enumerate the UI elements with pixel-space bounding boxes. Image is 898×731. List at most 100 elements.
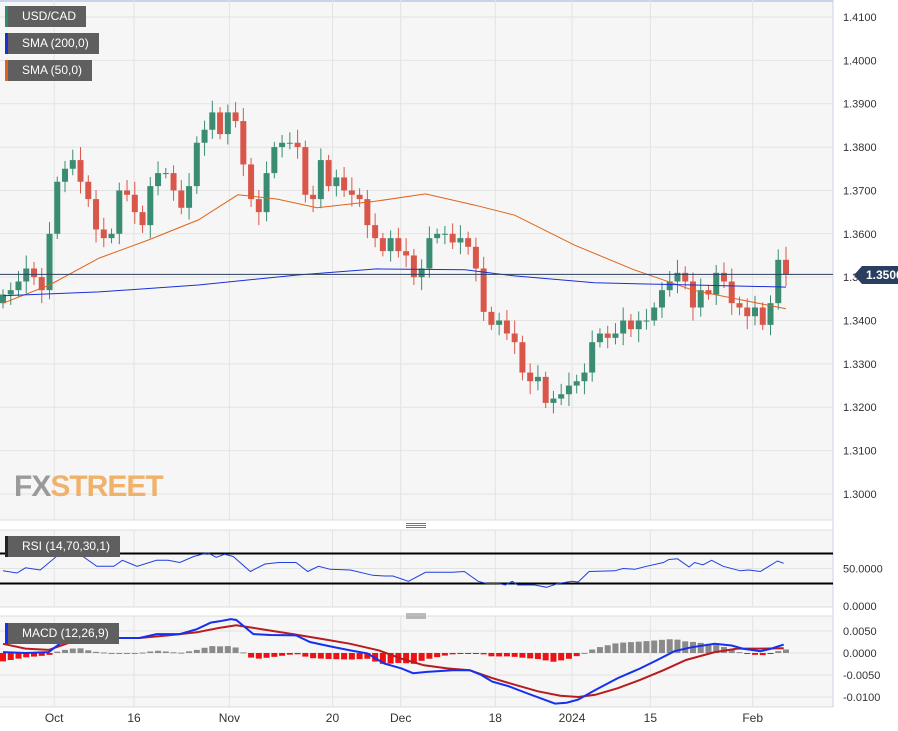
macd-histogram-bar [542, 653, 549, 661]
x-tick-label: 15 [644, 711, 658, 725]
macd-tick-label: 0.0000 [843, 648, 877, 660]
candle [147, 176, 154, 239]
macd-histogram-bar [759, 653, 766, 656]
macd-histogram-bar [193, 649, 200, 653]
candle [751, 295, 758, 326]
candle-body [302, 147, 309, 195]
candle-body [434, 233, 441, 239]
candle-body [705, 290, 712, 295]
y-tick-label: 1.3800 [843, 142, 877, 154]
candle [558, 383, 565, 406]
candle [0, 289, 6, 309]
candle [333, 169, 340, 197]
candle [54, 176, 61, 240]
candle-body [348, 190, 355, 195]
candle [69, 149, 76, 176]
candle [534, 365, 541, 391]
macd-histogram-bar [46, 653, 53, 655]
logo-street: STREET [50, 470, 163, 503]
macd-histogram-bar [604, 645, 611, 653]
candle [124, 180, 131, 202]
macd-histogram-bar [589, 649, 596, 653]
macd-histogram-bar [558, 653, 565, 661]
candle-body [713, 272, 720, 295]
macd-histogram-bar [612, 643, 619, 653]
candle-body [38, 277, 45, 291]
candle [263, 161, 270, 222]
candle-body [767, 303, 774, 325]
macd-histogram-bar [170, 652, 177, 654]
candle-body [372, 225, 379, 239]
macd-histogram-bar [7, 653, 14, 660]
candle-body [775, 259, 782, 304]
macd-histogram-bar [240, 652, 247, 654]
macd-signal-line [2, 624, 784, 699]
candle [116, 182, 123, 245]
macd-histogram-bar [550, 653, 557, 662]
candle [155, 161, 162, 196]
x-tick-label: 16 [127, 711, 141, 725]
macd-histogram-bar [333, 653, 340, 660]
candle-body [116, 190, 123, 234]
candle-body [201, 129, 208, 143]
y-tick-label: 1.3900 [843, 99, 877, 111]
macd-histogram-bar [279, 653, 286, 656]
candle-body [294, 142, 301, 148]
candle [565, 372, 572, 406]
macd-histogram-bar [186, 651, 193, 653]
macd-histogram-bar [751, 653, 758, 655]
legend-sma50[interactable]: SMA (50,0) [5, 60, 93, 81]
y-tick-label: 1.3100 [843, 446, 877, 458]
candle [302, 140, 309, 203]
candle-body [356, 194, 363, 200]
candle-body [410, 255, 417, 278]
macd-histogram-bar [434, 653, 441, 658]
macd-histogram-bar [69, 648, 76, 653]
x-tick-label: Nov [219, 711, 240, 725]
macd-histogram-bar [178, 652, 185, 654]
candle-body [658, 290, 665, 308]
candle [643, 308, 650, 330]
candle-body [426, 238, 433, 269]
macd-histogram-bar [651, 640, 658, 653]
legend-sma200[interactable]: SMA (200,0) [5, 33, 99, 54]
legend-macd[interactable]: MACD (12,26,9) [5, 623, 119, 644]
candle-body [46, 233, 53, 291]
candle [193, 136, 200, 194]
candle [658, 282, 665, 318]
candle [410, 248, 417, 285]
candle-body [674, 272, 681, 282]
candle-body [108, 233, 115, 239]
macd-histogram-bar [565, 653, 572, 659]
macd-histogram-bar [775, 651, 782, 653]
candle [441, 225, 448, 245]
candle-body [341, 177, 348, 191]
macd-histogram-bar [581, 652, 588, 654]
macd-histogram-bar [418, 653, 425, 661]
candle [604, 325, 611, 349]
candle-body [248, 164, 255, 200]
rsi-line [2, 551, 784, 588]
candle [162, 167, 169, 179]
legend-rsi[interactable]: RSI (14,70,30,1) [5, 536, 121, 557]
rsi-tick-label: 50.0000 [843, 564, 883, 576]
candle [596, 328, 603, 348]
y-tick-label: 1.4100 [843, 12, 877, 24]
candle-body [472, 246, 479, 269]
macd-histogram-bar [62, 649, 69, 653]
candle [457, 225, 464, 255]
macd-histogram-bar [131, 653, 138, 654]
candle [651, 302, 658, 326]
candle [379, 232, 386, 257]
candle-body [759, 307, 766, 325]
legend-symbol[interactable]: USD/CAD [5, 6, 87, 27]
candle-body [519, 342, 526, 373]
macd-histogram-bar [697, 642, 704, 653]
macd-histogram-bar [31, 653, 38, 657]
candle-body [565, 385, 572, 395]
logo-fx: FX [14, 470, 51, 503]
macd-histogram-bar [573, 653, 580, 657]
y-tick-label: 1.3700 [843, 185, 877, 197]
